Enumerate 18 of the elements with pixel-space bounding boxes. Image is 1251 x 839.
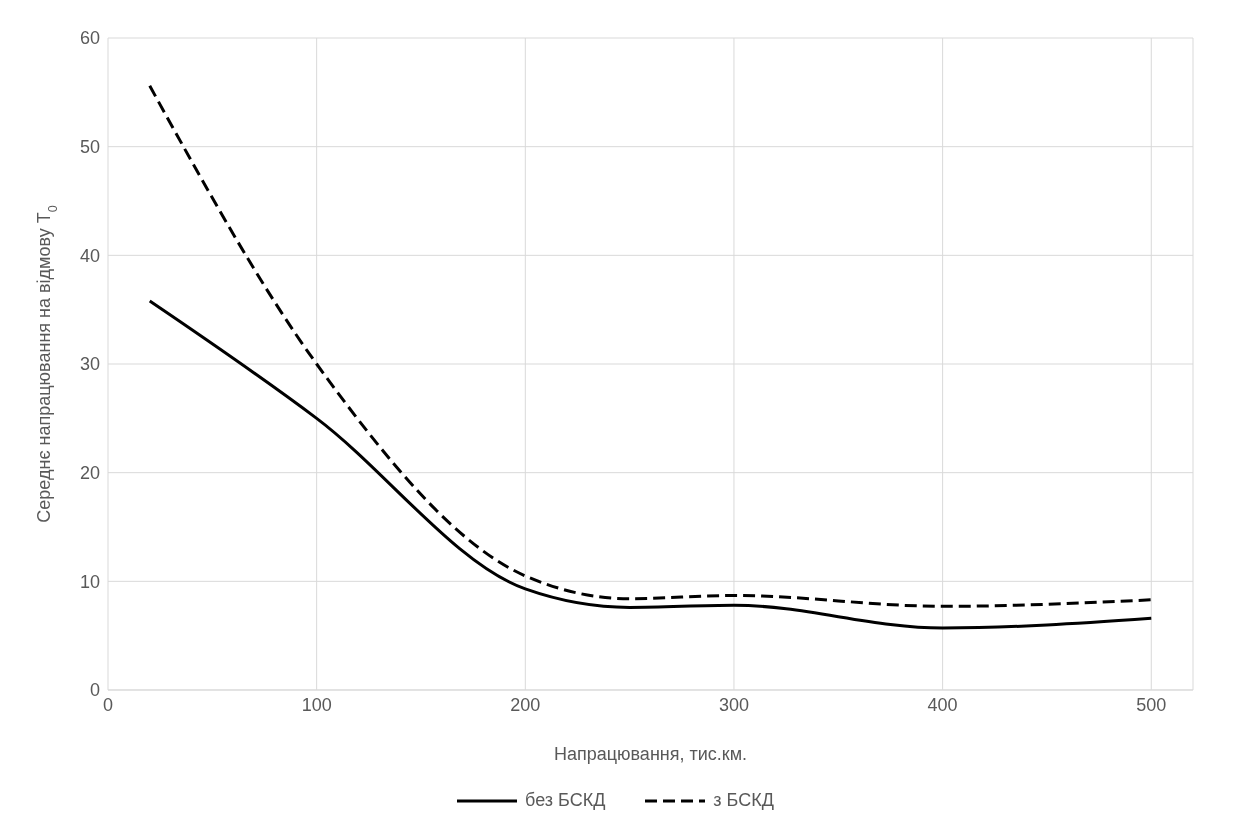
y-tick-label: 60 bbox=[79, 28, 100, 49]
y-tick-label: 0 bbox=[89, 680, 100, 701]
x-axis-title: Напрацювання, тис.км. bbox=[553, 744, 748, 764]
x-tick-label: 100 bbox=[301, 694, 332, 715]
legend-label: з БСКД bbox=[712, 790, 774, 811]
y-tick-label: 30 bbox=[79, 354, 100, 375]
x-tick-label: 500 bbox=[1136, 694, 1167, 715]
legend-label: без БСКД bbox=[524, 790, 606, 811]
y-tick-label: 50 bbox=[79, 137, 100, 158]
y-tick-label: 20 bbox=[79, 463, 100, 484]
x-tick-label: 300 bbox=[718, 694, 749, 715]
x-tick-label: 200 bbox=[510, 694, 541, 715]
y-tick-label: 10 bbox=[79, 571, 100, 592]
x-tick-label: 0 bbox=[102, 694, 114, 715]
line-series bbox=[148, 84, 1153, 608]
x-tick-label: 400 bbox=[927, 694, 958, 715]
y-tick-label: 40 bbox=[79, 245, 100, 266]
line-series bbox=[148, 299, 1153, 630]
